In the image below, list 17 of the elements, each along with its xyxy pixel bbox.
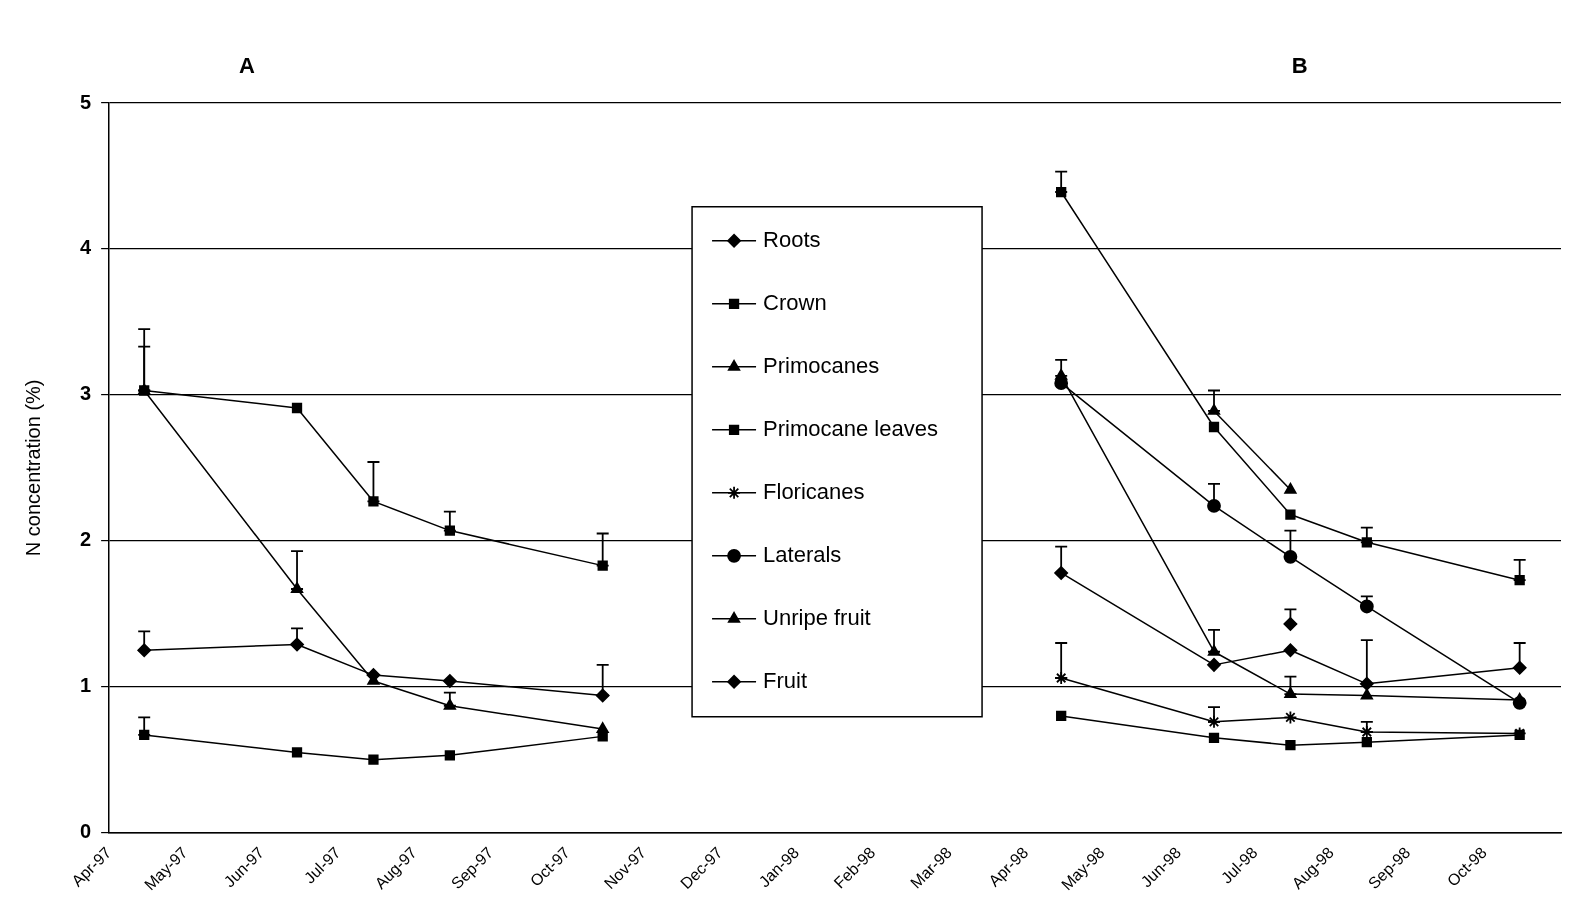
y-tick-label: 2: [80, 528, 92, 551]
y-tick-label: 1: [80, 674, 92, 697]
y-tick-label: 3: [80, 382, 92, 405]
y-tick-label: 0: [80, 820, 92, 843]
y-tick-label: 4: [80, 236, 92, 259]
text: B: [1291, 53, 1308, 78]
legend-label: Primocanes: [763, 352, 880, 378]
legend-label: Floricanes: [763, 478, 865, 504]
legend-label: Primocane leaves: [763, 415, 938, 441]
y-tick-label: 5: [80, 90, 92, 113]
legend-label: Laterals: [763, 541, 842, 567]
legend-label: Crown: [763, 289, 827, 315]
y-axis-title: N concentration (%): [21, 379, 44, 557]
text: A: [239, 53, 256, 78]
legend-label: Unripe fruit: [763, 604, 871, 630]
legend-label: Roots: [763, 226, 821, 252]
legend-label: Fruit: [763, 667, 808, 693]
